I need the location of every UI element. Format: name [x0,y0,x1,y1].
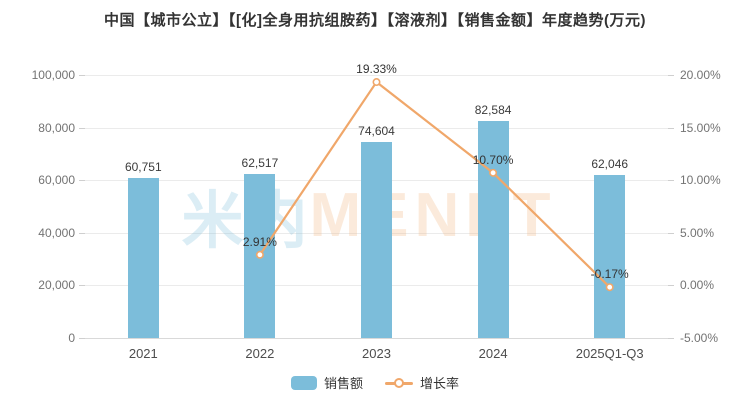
left-axis-tick [79,233,85,234]
bar-2021[interactable] [127,178,159,338]
left-axis-tick [79,338,85,339]
chart-title: 中国【城市公立】【[化]全身用抗组胺药】【溶液剂】【销售金额】年度趋势(万元) [104,12,646,29]
left-axis-tick [79,128,85,129]
bar-2024[interactable] [477,120,509,338]
bar-value-label: 60,751 [124,160,162,175]
left-axis-label: 80,000 [38,121,75,135]
line-point-label: 19.33% [356,62,397,77]
right-axis-label: -5.00% [680,331,719,345]
right-axis-label: 0.00% [680,278,715,292]
right-axis-tick [668,285,674,286]
legend-item-sales[interactable]: 销售额 [290,373,363,392]
legend-ring-icon [394,377,404,388]
left-axis-tick [79,180,85,181]
left-axis-tick [79,285,85,286]
gridline [85,75,668,76]
legend: 销售额 增长率 [0,373,750,392]
right-axis-label: 5.00% [680,226,715,240]
right-axis-label: 15.00% [680,121,721,135]
right-axis-tick [668,233,674,234]
gridline [85,338,668,339]
left-axis-label: 100,000 [31,68,75,82]
legend-item-growth[interactable]: 增长率 [385,373,459,392]
left-axis-label: 60,000 [38,173,75,187]
bar-value-label: 62,046 [591,156,629,171]
bar-value-label: 62,517 [241,155,279,170]
right-axis-tick [668,180,674,181]
right-axis-tick [668,128,674,129]
left-axis-label: 20,000 [38,278,75,292]
legend-label-sales: 销售额 [323,376,363,391]
bar-value-label: 74,604 [358,123,395,138]
line-point-label: 2.91% [242,234,277,249]
line-point-label: 10.70% [472,152,514,167]
x-axis-label-2025Q1-Q3: 2025Q1-Q3 [575,346,644,361]
x-axis-label-2021: 2021 [128,346,158,361]
x-axis-label-2022: 2022 [245,346,275,361]
left-axis-tick [79,75,85,76]
line-point-2023[interactable] [372,78,381,87]
line-series-marker-icon [385,376,413,390]
line-point-2025Q1-Q3[interactable] [605,283,614,292]
line-point-2024[interactable] [489,168,498,177]
left-axis-label: 0 [68,331,75,345]
right-axis-tick [668,338,674,339]
plot-area: 米内 MENET 100,00020.00%80,00015.00%60,000… [32,62,721,361]
line-path [258,80,611,288]
bar-series-swatch-icon [290,375,317,390]
right-axis-label: 10.00% [680,173,721,187]
x-axis-label-2023: 2023 [362,346,391,361]
x-axis-label-2024: 2024 [478,346,508,361]
right-axis-label: 20.00% [680,68,721,82]
right-axis-tick [668,75,674,76]
bar-2025Q1-Q3[interactable] [594,174,626,338]
bar-value-label: 82,584 [474,102,512,117]
bar-2023[interactable] [361,141,392,338]
legend-label-growth: 增长率 [420,376,460,391]
left-axis-label: 40,000 [38,226,75,240]
line-point-label: -0.17% [590,267,629,282]
growth-rate-line [255,78,614,292]
line-point-2022[interactable] [255,250,264,259]
gridline [85,128,668,129]
